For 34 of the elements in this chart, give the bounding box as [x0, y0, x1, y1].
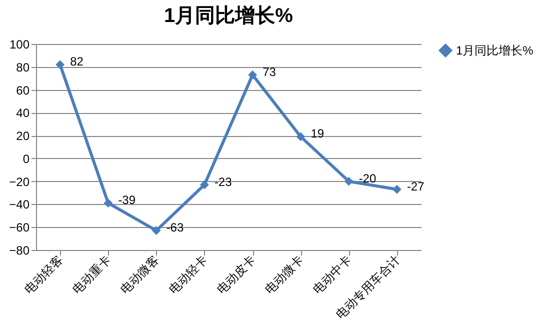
y-tick-label: −20 [9, 174, 30, 189]
point [344, 176, 354, 186]
data-label: 73 [262, 64, 276, 79]
x-tick-label: 电动轻卡 [166, 252, 210, 296]
y-tick-label: −40 [9, 198, 30, 212]
y-tick-label: 100 [9, 38, 30, 52]
x-tick-label: 电动皮卡 [214, 252, 258, 296]
point [152, 226, 161, 236]
y-tick-label: −80 [9, 244, 30, 258]
y-tick-label: 20 [16, 129, 30, 144]
x-tick-label: 电动中卡 [310, 252, 354, 296]
data-label: -23 [214, 174, 232, 189]
y-tick-label: 60 [16, 83, 30, 98]
data-label: -39 [118, 193, 136, 208]
point [296, 132, 306, 142]
point [104, 198, 113, 208]
y-tick-label: 40 [16, 106, 30, 120]
y-tick-label: 0 [22, 152, 30, 166]
data-label: -20 [358, 171, 376, 186]
x-tick-label: 电动微卡 [262, 252, 306, 296]
y-tick-label: 80 [16, 60, 30, 74]
x-tick-label: 电动重卡 [70, 252, 114, 296]
point [56, 60, 65, 70]
data-label: -27 [406, 179, 425, 194]
data-label: 82 [70, 54, 84, 69]
point [392, 184, 402, 194]
data-label: -63 [166, 220, 184, 235]
legend-label: 1月同比增长% [456, 44, 534, 58]
chart-title: 1月同比增长% [164, 5, 294, 27]
data-label: 19 [310, 126, 324, 141]
y-tick-label: −60 [9, 220, 30, 235]
point [200, 180, 209, 190]
point [248, 70, 258, 80]
x-tick-label: 电动微客 [118, 252, 162, 296]
